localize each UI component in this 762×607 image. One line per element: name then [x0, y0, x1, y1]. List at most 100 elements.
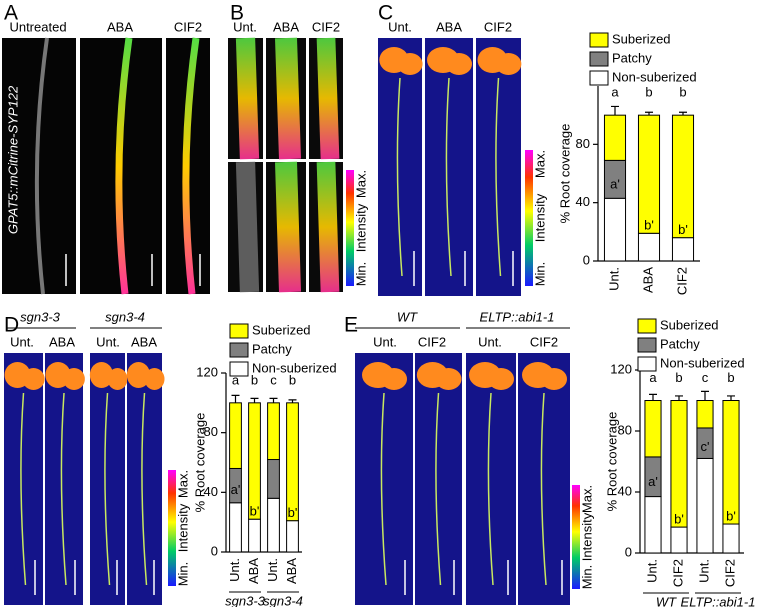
group-label: sgn3-4	[105, 309, 145, 324]
significance-letter: c	[270, 372, 277, 387]
bar-segment	[229, 502, 242, 553]
image-label: Unt.	[373, 334, 397, 349]
bar-segment	[671, 114, 695, 239]
inner-letter: a'	[231, 482, 241, 497]
scale-min: Min.	[353, 262, 368, 287]
significance-letter: a	[611, 85, 619, 100]
significance-letter: b	[251, 372, 258, 387]
x-tick-label: Unt.	[696, 559, 711, 583]
inner-letter: a'	[648, 474, 658, 489]
group-label: ELTP::abi1-1	[681, 594, 756, 607]
y-tick-label: 40	[204, 484, 218, 499]
bar-segment	[696, 400, 714, 429]
image-label: ABA	[131, 334, 157, 349]
bar-segment	[637, 114, 661, 234]
y-axis-label: % Root coverage	[192, 413, 207, 513]
legend-label: Non-suberized	[660, 355, 745, 370]
x-tick-label: ABA	[246, 558, 261, 584]
reporter-label: GPAT5::mCitrine-SYP122	[5, 85, 20, 234]
bar-segment	[267, 459, 280, 499]
error-bar	[679, 111, 687, 116]
scale-title: Intensity	[579, 512, 594, 561]
legend-label: Patchy	[612, 50, 652, 65]
bar-segment	[644, 400, 662, 458]
y-tick-label: 80	[204, 424, 218, 439]
y-tick-label: 0	[583, 252, 590, 267]
error-bar	[269, 397, 278, 403]
y-tick-label: 80	[618, 422, 632, 437]
panel-letter: D	[4, 314, 19, 337]
cotyledon	[22, 368, 45, 390]
group-label: sgn3-3	[20, 309, 61, 324]
panel-letter: A	[4, 2, 18, 25]
root	[275, 161, 301, 293]
bar-segment	[722, 400, 740, 525]
legend-label: Patchy	[252, 341, 292, 356]
color-scale	[525, 150, 533, 286]
root	[487, 392, 494, 586]
scale-min: Min.	[532, 262, 547, 287]
y-tick-label: 120	[610, 361, 632, 376]
root	[60, 392, 67, 586]
scale-max: Max.	[353, 170, 368, 198]
scale-title: Intensity	[353, 203, 368, 252]
cotyledon	[144, 368, 165, 390]
error-bar	[288, 399, 297, 403]
error-bar	[701, 390, 709, 401]
image-label: Unt.	[10, 334, 34, 349]
bar-segment	[670, 526, 688, 554]
image-label: CIF2	[174, 19, 202, 34]
image-label: CIF2	[530, 334, 558, 349]
legend-swatch	[589, 51, 609, 67]
error-bar	[649, 393, 657, 401]
image-label: ABA	[273, 19, 299, 34]
group-label: WT	[656, 594, 677, 607]
root	[316, 161, 340, 293]
root	[495, 77, 502, 277]
bar-segment	[644, 496, 662, 554]
x-tick-label: Unt.	[606, 267, 621, 291]
image-label: ABA	[49, 334, 75, 349]
legend-swatch	[589, 32, 609, 48]
image-label: CIF2	[418, 334, 446, 349]
y-tick-label: 0	[625, 544, 632, 559]
root	[235, 37, 260, 160]
scale-min: Min.	[175, 562, 190, 587]
y-tick-label: 40	[576, 194, 590, 209]
root	[34, 37, 49, 295]
error-bar	[727, 395, 735, 401]
x-tick-label: Unt.	[644, 559, 659, 583]
y-tick-label: 0	[211, 543, 218, 558]
x-tick-label: Unt.	[227, 558, 242, 582]
bar-segment	[603, 114, 627, 161]
image-label: ABA	[436, 19, 462, 34]
inner-letter: b'	[288, 505, 298, 520]
legend-swatch	[589, 70, 609, 86]
bar-segment	[267, 497, 280, 553]
cotyledon	[63, 368, 85, 390]
root	[380, 392, 387, 586]
x-tick-label: CIF2	[722, 559, 737, 587]
image-label: Unt.	[96, 334, 120, 349]
bar-segment	[229, 402, 242, 469]
cotyledon	[381, 368, 407, 390]
bar-segment	[286, 520, 299, 553]
legend-swatch	[637, 356, 657, 372]
legend-label: Suberized	[612, 31, 671, 46]
legend-swatch	[229, 323, 249, 339]
bar-segment	[248, 402, 261, 520]
root	[445, 77, 452, 277]
panel-letter: C	[378, 2, 393, 25]
x-tick-label: Unt.	[265, 558, 280, 582]
bar-segment	[286, 402, 299, 522]
scale-min: Min.	[579, 565, 594, 590]
root	[235, 161, 260, 293]
group-label: ELTP::abi1-1	[480, 309, 555, 324]
image-label: ABA	[107, 19, 133, 34]
cotyledon	[397, 53, 423, 75]
x-tick-label: CIF2	[674, 267, 689, 295]
bar-segment	[696, 457, 714, 554]
root	[104, 392, 111, 586]
significance-letter: a	[232, 372, 240, 387]
